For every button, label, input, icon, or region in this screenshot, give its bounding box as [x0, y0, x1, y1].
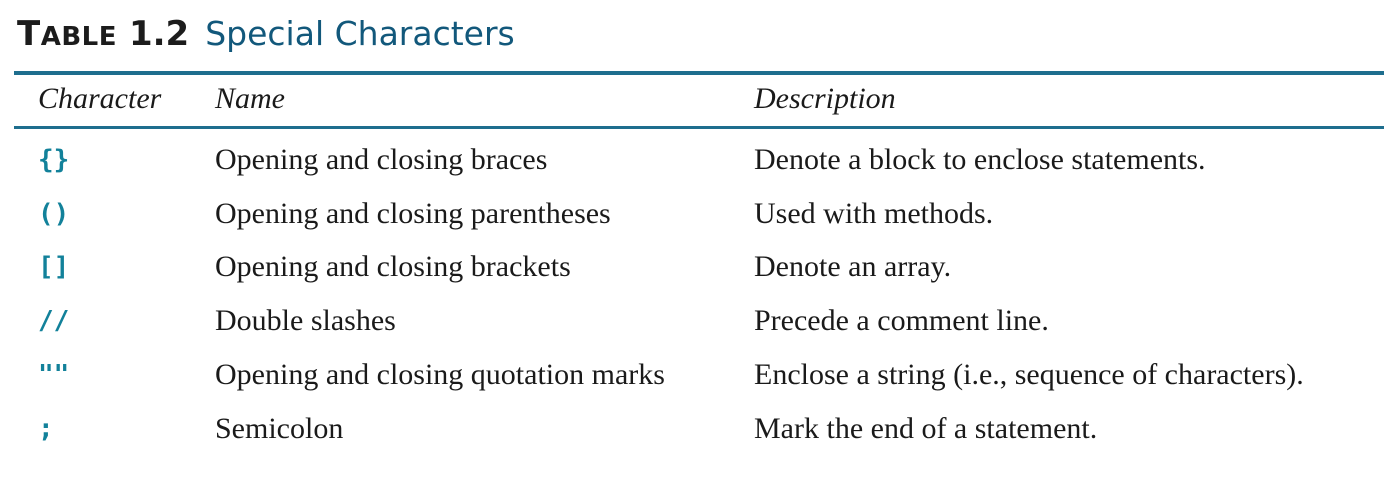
cell-character: [] — [38, 252, 70, 282]
caption-title: Special Characters — [205, 14, 515, 53]
header-name: Name — [215, 82, 285, 115]
cell-description: Denote a block to enclose statements. — [754, 143, 1206, 176]
table-row: // Double slashes Precede a comment line… — [0, 294, 1400, 348]
table-row: [] Opening and closing brackets Denote a… — [0, 240, 1400, 294]
table-row: "" Opening and closing quotation marks E… — [0, 348, 1400, 402]
cell-name: Opening and closing parentheses — [215, 197, 611, 230]
table-top-rule — [14, 71, 1384, 75]
table-row: {} Opening and closing braces Denote a b… — [0, 133, 1400, 187]
cell-description: Precede a comment line. — [754, 304, 1049, 337]
cell-name: Double slashes — [215, 304, 396, 337]
cell-description: Mark the end of a statement. — [754, 412, 1098, 445]
cell-name: Opening and closing braces — [215, 143, 548, 176]
cell-description: Used with methods. — [754, 197, 994, 230]
table-header-rule — [14, 126, 1384, 129]
caption-label-rest: ABLE — [40, 22, 117, 52]
cell-character: // — [38, 306, 70, 336]
cell-description: Enclose a string (i.e., sequence of char… — [754, 358, 1304, 391]
caption-label-initial: T — [17, 14, 41, 54]
cell-name: Semicolon — [215, 412, 344, 445]
table-row: ; Semicolon Mark the end of a statement. — [0, 402, 1400, 456]
table-row: () Opening and closing parentheses Used … — [0, 187, 1400, 241]
cell-character: {} — [38, 145, 70, 175]
cell-description: Denote an array. — [754, 250, 952, 283]
caption-number: 1.2 — [128, 14, 190, 54]
header-description: Description — [754, 82, 896, 115]
table-caption: TABLE 1.2 Special Characters — [17, 14, 515, 58]
cell-character: "" — [38, 360, 70, 390]
cell-character: () — [38, 199, 70, 229]
cell-name: Opening and closing quotation marks — [215, 358, 665, 391]
cell-character: ; — [38, 414, 54, 444]
header-character: Character — [38, 82, 162, 115]
cell-name: Opening and closing brackets — [215, 250, 571, 283]
caption-label: TABLE — [17, 14, 117, 54]
